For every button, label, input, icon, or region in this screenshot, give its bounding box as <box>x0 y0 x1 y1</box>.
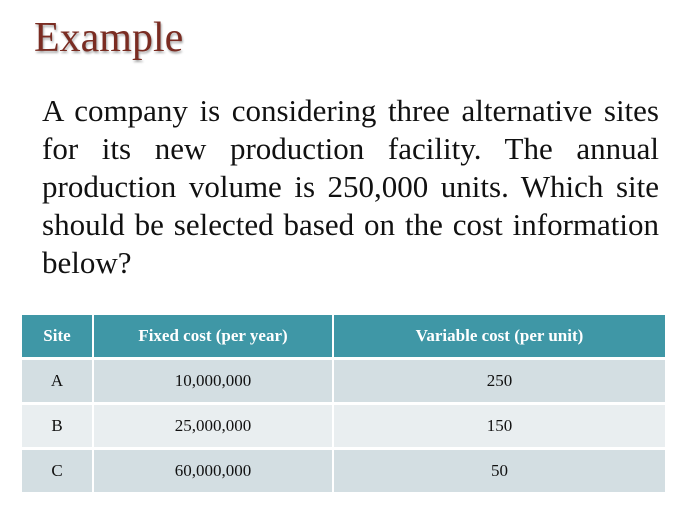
header-fixed-cost: Fixed cost (per year) <box>93 315 334 359</box>
cost-table: Site Fixed cost (per year) Variable cost… <box>22 315 665 492</box>
cell-fixed-cost: 60,000,000 <box>93 447 334 492</box>
table-row: A 10,000,000 250 <box>22 357 665 404</box>
cell-variable-cost: 50 <box>333 447 665 492</box>
cell-variable-cost: 250 <box>333 357 665 404</box>
table-header-row: Site Fixed cost (per year) Variable cost… <box>22 315 665 359</box>
table-row: B 25,000,000 150 <box>22 402 665 449</box>
cell-variable-cost: 150 <box>333 402 665 449</box>
header-site: Site <box>22 315 94 359</box>
slide-title: Example <box>34 15 184 61</box>
problem-statement: A company is considering three alternati… <box>42 93 659 280</box>
header-variable-cost: Variable cost (per unit) <box>333 315 665 359</box>
cell-fixed-cost: 25,000,000 <box>93 402 334 449</box>
cell-site: A <box>22 357 94 404</box>
cell-site: C <box>22 447 94 492</box>
cell-site: B <box>22 402 94 449</box>
table-row: C 60,000,000 50 <box>22 447 665 492</box>
cell-fixed-cost: 10,000,000 <box>93 357 334 404</box>
